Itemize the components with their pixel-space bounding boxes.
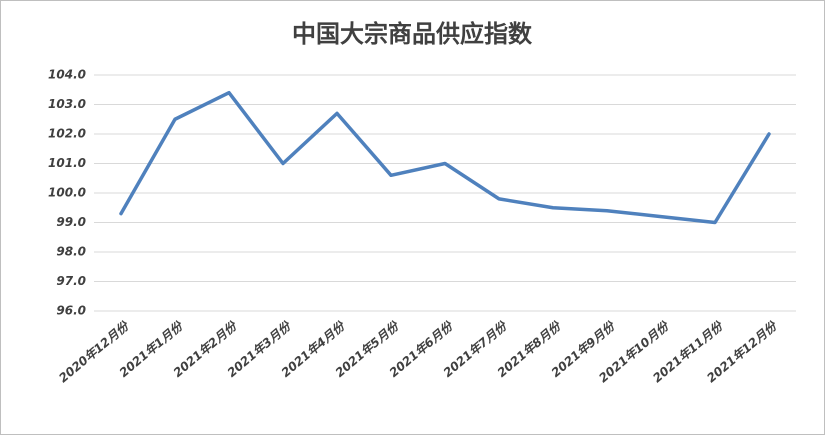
chart-title: 中国大宗商品供应指数 — [292, 20, 533, 48]
y-tick-label: 104.0 — [48, 68, 86, 82]
line — [119, 90, 771, 225]
y-tick-label: 101.0 — [48, 156, 86, 170]
y-tick-label: 103.0 — [48, 97, 86, 111]
y-tick-label: 100.0 — [48, 186, 86, 200]
y-tick-label: 99.0 — [56, 215, 86, 229]
y-tick-label: 96.0 — [56, 304, 86, 318]
y-tick-label: 98.0 — [56, 245, 86, 259]
y-tick-label: 97.0 — [56, 274, 86, 288]
y-tick-label: 102.0 — [48, 127, 86, 141]
